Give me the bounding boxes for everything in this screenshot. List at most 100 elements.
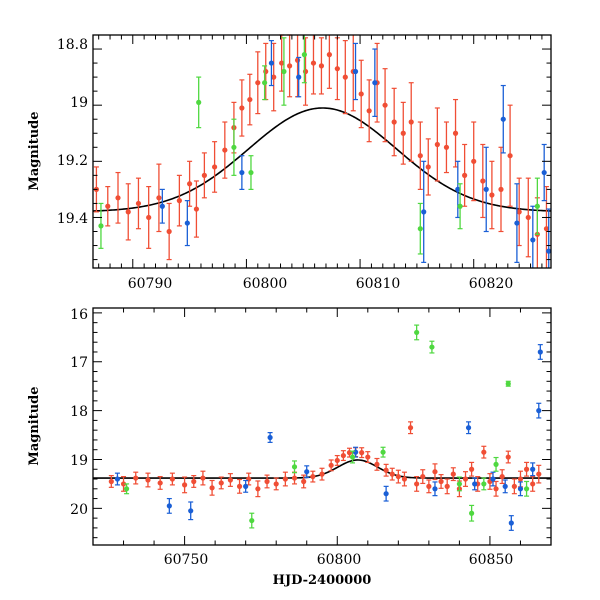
green-data-point [523, 480, 530, 497]
blue-data-point [514, 183, 520, 263]
red-data-point [443, 121, 450, 174]
red-data-point [255, 51, 261, 115]
red-data-point [438, 474, 444, 489]
red-data-point [156, 163, 162, 233]
red-data-point [382, 68, 388, 143]
green-data-point [98, 202, 104, 249]
red-data-point [291, 471, 298, 485]
red-data-point [264, 474, 270, 489]
green-data-point [505, 380, 511, 387]
red-data-point [318, 37, 325, 95]
red-data-point [420, 469, 426, 485]
red-data-point [359, 447, 365, 459]
y-tick-label: 18 [70, 404, 88, 420]
x-tick-label: 60790 [128, 276, 173, 292]
red-data-point [401, 471, 408, 487]
red-data-point [342, 40, 348, 115]
red-data-point [389, 467, 395, 481]
green-data-point [248, 155, 254, 190]
red-data-point [426, 479, 432, 494]
red-data-point [255, 480, 261, 498]
red-data-point [536, 464, 542, 484]
red-data-point [391, 87, 397, 157]
red-data-point [395, 469, 401, 484]
y-tick-label: 19 [70, 453, 88, 469]
red-data-point [340, 450, 346, 462]
blue-data-point [490, 471, 496, 487]
axis-ticks [92, 308, 552, 545]
red-data-point [499, 469, 505, 485]
green-data-point [231, 118, 237, 176]
blue-data-point [537, 344, 543, 360]
red-data-point [383, 463, 389, 477]
x-tick-label: 60820 [469, 276, 514, 292]
model-curve [92, 107, 552, 212]
y-tick-label: 19.2 [57, 153, 88, 169]
red-data-point [120, 475, 127, 492]
top-panel: 60790 60800 60810 60820 18.8 19 19.2 19.… [27, 34, 552, 292]
blue-data-point [243, 479, 249, 493]
red-data-point [271, 42, 277, 112]
y-tick-label: 19 [70, 95, 88, 111]
y-axis-title: Magnitude [27, 386, 42, 465]
green-data-point [429, 340, 435, 354]
red-data-point [365, 451, 371, 464]
red-data-point [452, 98, 459, 168]
red-data-point [366, 79, 372, 143]
blue-data-point [536, 402, 542, 419]
red-data-point [222, 121, 228, 179]
green-data-point [481, 477, 487, 491]
red-data-point [498, 146, 504, 233]
red-data-point [200, 470, 206, 486]
red-data-point [301, 474, 307, 489]
red-data-point [326, 35, 332, 89]
green-data-point [457, 183, 463, 230]
blue-data-point [188, 501, 194, 521]
red-data-point [145, 472, 151, 488]
red-data-point [263, 42, 269, 101]
red-data-point [374, 457, 380, 471]
x-tick-label: 60800 [317, 552, 362, 568]
blue-data-point [267, 432, 273, 443]
blue-data-point [508, 515, 514, 531]
data-points [93, 34, 552, 268]
red-data-point [334, 454, 340, 466]
red-data-point [282, 471, 288, 487]
y-tick-label: 20 [70, 502, 88, 518]
red-data-point [108, 475, 114, 488]
red-data-point [247, 73, 253, 126]
green-data-point [262, 65, 268, 101]
red-data-point [432, 463, 438, 481]
blue-data-point [239, 155, 245, 190]
green-data-point [281, 37, 287, 106]
red-data-point [294, 35, 301, 98]
green-data-point [534, 177, 540, 235]
data-points [108, 324, 543, 531]
blue-data-point [304, 465, 310, 479]
red-data-point [450, 467, 456, 482]
red-data-point [319, 467, 325, 481]
green-data-point [123, 483, 130, 495]
red-data-point [227, 473, 233, 487]
blue-data-point [383, 485, 389, 502]
red-data-point [358, 59, 364, 129]
blue-data-point [352, 42, 359, 101]
red-data-point [328, 459, 334, 472]
red-data-point [166, 202, 172, 261]
green-data-point [493, 456, 499, 472]
green-data-point [417, 202, 423, 255]
blue-data-point [296, 56, 302, 98]
blue-data-point [159, 188, 165, 224]
blue-data-point [372, 48, 378, 118]
red-data-point [212, 141, 218, 193]
red-data-point [462, 471, 469, 487]
red-data-point [481, 445, 487, 459]
green-data-point [349, 450, 356, 464]
blue-data-point [541, 143, 547, 202]
axis-ticks [93, 34, 551, 268]
red-data-point [480, 143, 486, 219]
red-data-point [469, 461, 475, 477]
red-data-point [310, 470, 316, 483]
red-data-point [218, 476, 224, 490]
red-data-point [414, 475, 420, 492]
